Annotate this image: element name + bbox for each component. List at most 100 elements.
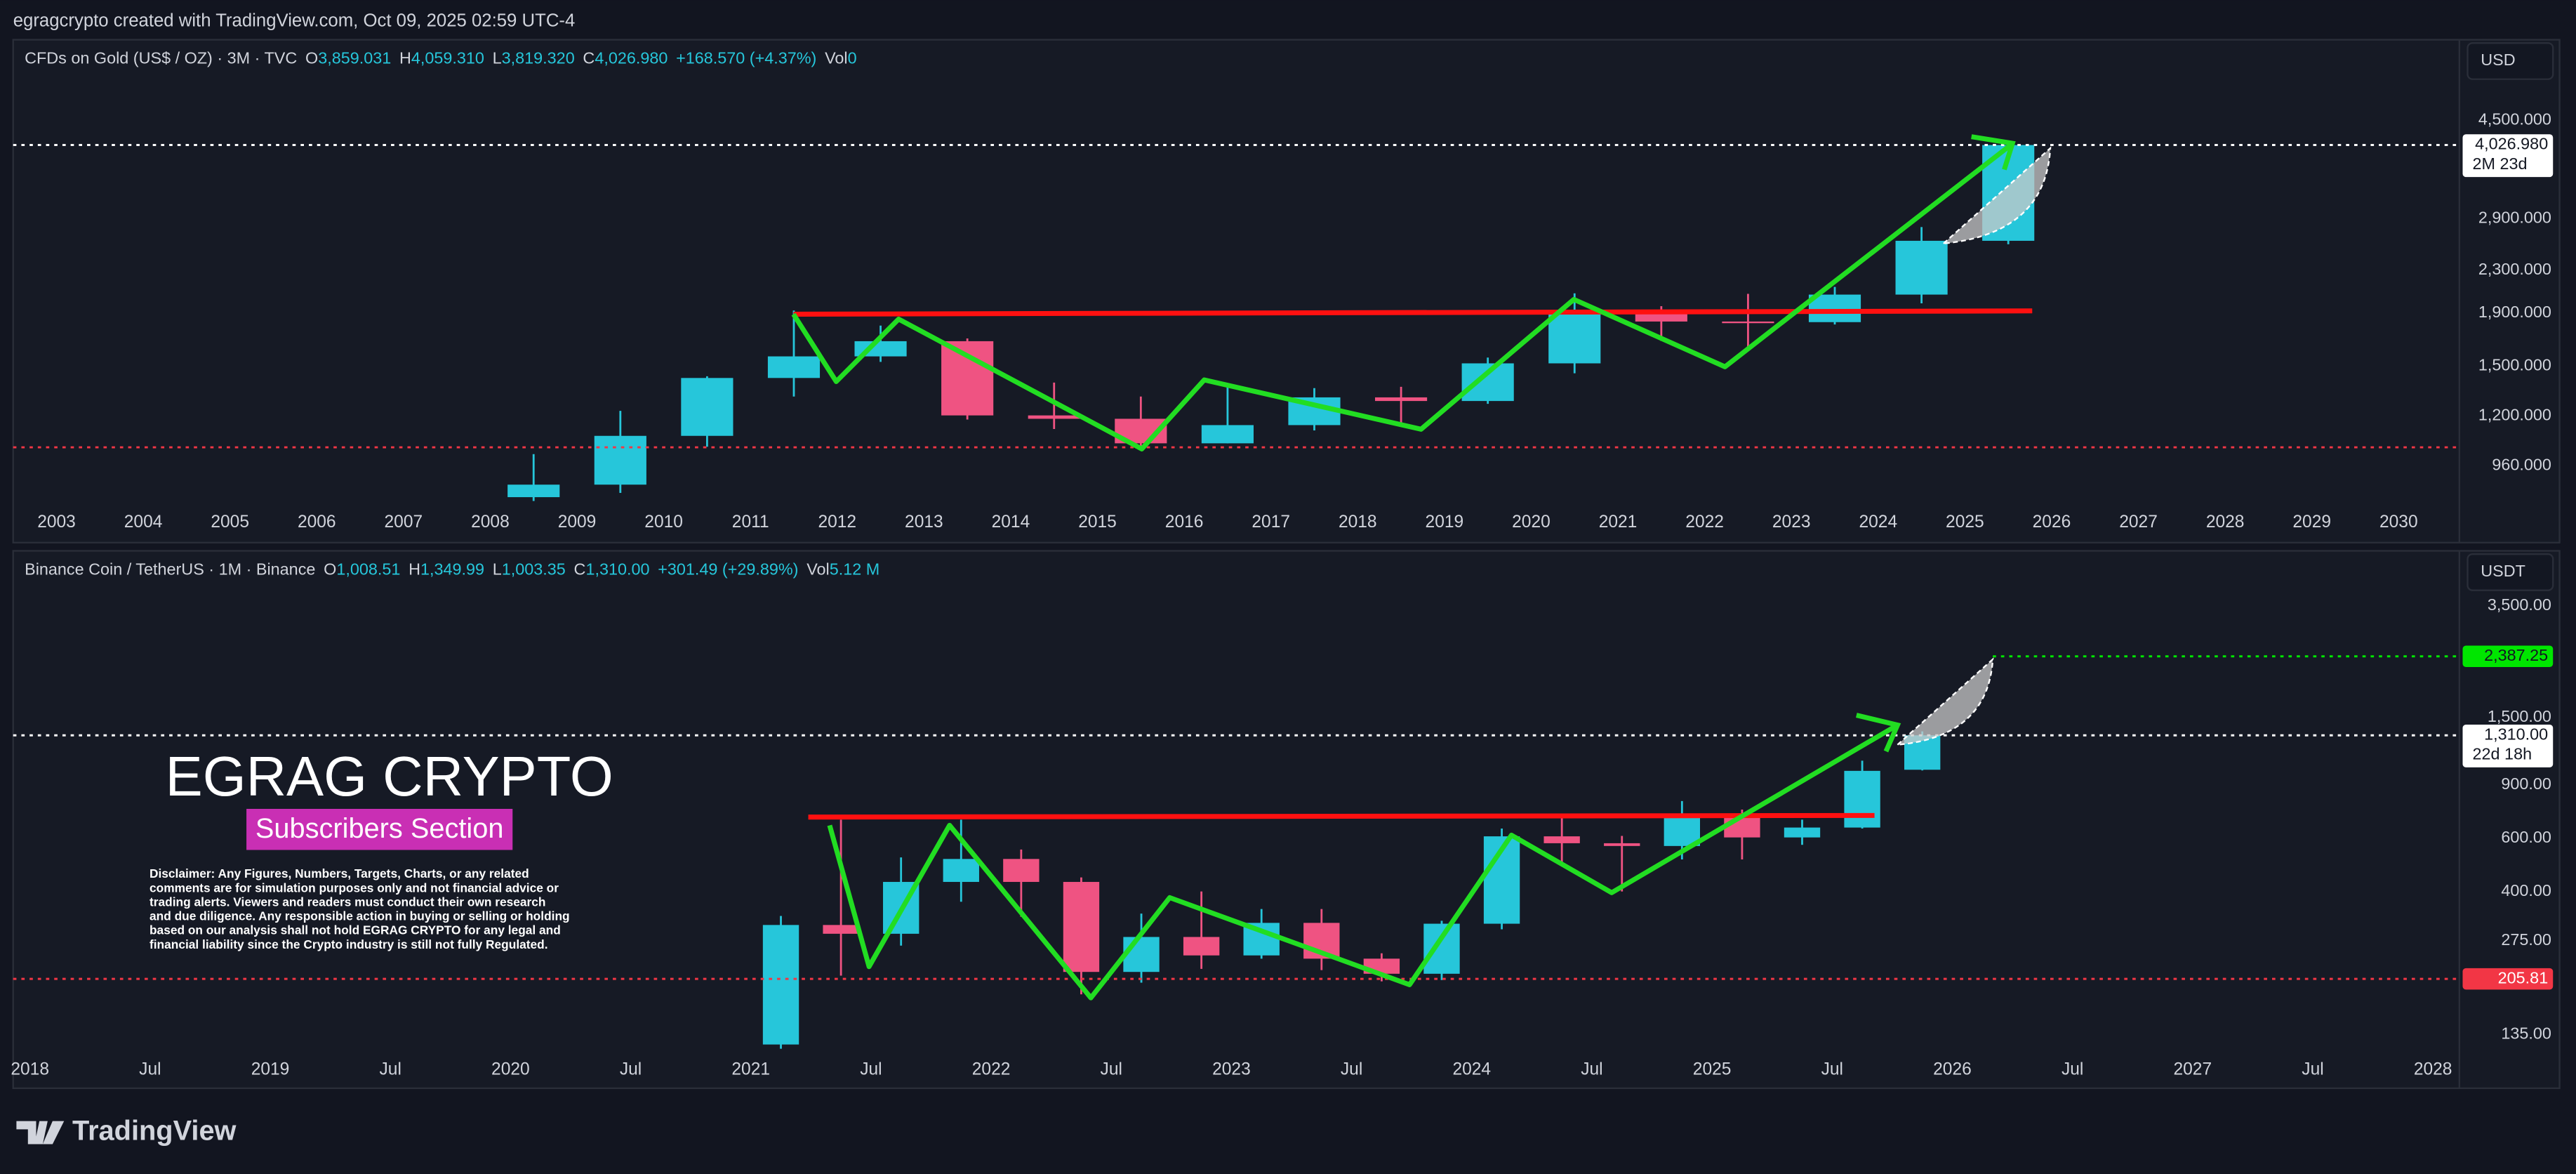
- disclaimer-line: trading alerts. Viewers and readers must…: [150, 895, 545, 909]
- countdown: 2M 23d: [2473, 154, 2528, 173]
- x-tick-label: 2018: [1339, 513, 1377, 532]
- x-tick-label: Jul: [380, 1060, 401, 1079]
- change: +168.570 (+4.37%): [676, 49, 816, 67]
- x-tick-label: 2026: [1933, 1060, 1972, 1079]
- ohlc-label: C: [574, 560, 586, 579]
- candle-body: [1028, 415, 1080, 419]
- disclaimer-line: comments are for simulation purposes onl…: [150, 880, 559, 895]
- ohlc-label: H: [409, 560, 420, 579]
- x-tick-label: 2020: [491, 1060, 530, 1079]
- x-tick-label: 2013: [905, 513, 943, 532]
- x-tick-label: Jul: [139, 1060, 161, 1079]
- zigzag: [827, 723, 1899, 1001]
- x-tick-label: 2019: [251, 1060, 290, 1079]
- x-tick-label: 2027: [2119, 513, 2158, 532]
- y-tick-label: 400.00: [2501, 881, 2551, 899]
- volume-label: Vol: [806, 560, 830, 579]
- x-tick-label: 2018: [11, 1060, 49, 1079]
- currency: USD: [2481, 51, 2515, 69]
- countdown: 22d 18h: [2473, 745, 2532, 763]
- logo: [16, 1121, 65, 1145]
- x-tick-label: 2006: [298, 513, 336, 532]
- header-title: egragcrypto created with TradingView.com…: [13, 11, 576, 31]
- x-tick-label: 2019: [1426, 513, 1464, 532]
- marks: [13, 143, 2459, 1049]
- brand: TradingView: [72, 1116, 237, 1147]
- candle-body: [943, 859, 979, 883]
- x-tick-label: 2011: [732, 513, 769, 532]
- x-tick-label: 2009: [558, 513, 597, 532]
- drawings: [13, 134, 2459, 1001]
- price-label: 4,026.980: [2475, 135, 2548, 153]
- resistance-line: [793, 308, 2033, 317]
- ohlc-value: 3,859.031: [318, 49, 391, 67]
- y-tick-label: 3,500.00: [2488, 595, 2551, 614]
- x-tick-label: 2028: [2206, 513, 2245, 532]
- currency: USDT: [2481, 562, 2525, 580]
- candle-body: [1461, 363, 1514, 402]
- candle-body: [507, 484, 560, 498]
- y-tick-label: 4,500.000: [2478, 110, 2551, 128]
- y-tick-label: 960.000: [2492, 455, 2551, 473]
- price-label: 1,310.00: [2484, 725, 2548, 743]
- candle-body: [1123, 937, 1160, 972]
- legend: Binance Coin / TetherUS · 1M · Binance O1…: [25, 560, 879, 579]
- price-label-box: [2462, 968, 2554, 990]
- ohlc-label: H: [399, 49, 411, 67]
- x-tick-label: 2017: [1252, 513, 1290, 532]
- price-label-box: [2462, 725, 2554, 767]
- legend: CFDs on Gold (US$ / OZ) · 3M · TVC O3,859…: [25, 49, 857, 67]
- x-tick-label: Jul: [620, 1060, 642, 1079]
- price-label: 205.81: [2498, 968, 2549, 987]
- candle-body: [762, 925, 799, 1045]
- price-label-box: [2462, 645, 2554, 667]
- x-tick-label: 2022: [1685, 513, 1724, 532]
- volume-label: Vol: [825, 49, 848, 67]
- x-tick-label: 2014: [992, 513, 1030, 532]
- disclaimer: Disclaimer: Any Figures, Numbers, Target…: [150, 866, 570, 951]
- x-tick-label: 2025: [1946, 513, 1984, 532]
- candle-body: [767, 356, 821, 378]
- candle-body: [941, 341, 994, 416]
- x-tick-label: Jul: [1101, 1060, 1122, 1079]
- disclaimer-line: financial liability since the Crypto ind…: [150, 937, 548, 951]
- x-tick-label: 2021: [1599, 513, 1638, 532]
- x-tick-label: 2024: [1859, 513, 1897, 532]
- candle-body: [1664, 817, 1701, 846]
- x-tick-label: Jul: [1341, 1060, 1362, 1079]
- candle-body: [1548, 313, 1601, 364]
- currency-button: [2467, 42, 2554, 80]
- price-label: 2,387.25: [2484, 646, 2548, 664]
- overlay-title: EGRAG CRYPTO: [166, 745, 613, 807]
- x-tick-label: 2012: [818, 513, 856, 532]
- x-tick-label: 2027: [2173, 1060, 2212, 1079]
- x-tick-label: 2023: [1772, 513, 1811, 532]
- y-tick-label: 135.00: [2501, 1024, 2551, 1042]
- candle-body: [1201, 425, 1254, 444]
- candle-body: [1844, 770, 1880, 828]
- candle-body: [1722, 321, 1774, 324]
- candle-body: [1183, 937, 1220, 956]
- disclaimer-line: and due diligence. Any responsible actio…: [150, 909, 570, 923]
- ohlc-value: 1,310.00: [585, 560, 649, 579]
- candle-body: [1895, 240, 1948, 295]
- x-tick-label: 2024: [1452, 1060, 1491, 1079]
- ohlc-label: L: [493, 560, 502, 579]
- x-tick-label: 2028: [2414, 1060, 2452, 1079]
- x-tick-label: 2020: [1512, 513, 1551, 532]
- ohlc-value: 1,008.51: [336, 560, 400, 579]
- candle-body: [1808, 294, 1861, 322]
- y-tick-label: 600.00: [2501, 828, 2551, 846]
- arrow-head: [1971, 134, 2016, 171]
- x-tick-label: 2005: [211, 513, 249, 532]
- candle-body: [1635, 313, 1687, 322]
- candle-body: [1604, 843, 1640, 846]
- candle-body: [594, 435, 646, 485]
- candle-body: [1063, 882, 1100, 972]
- x-tick-label: 2004: [124, 513, 163, 532]
- x-tick-label: Jul: [2302, 1060, 2323, 1079]
- x-tick-label: 2008: [471, 513, 510, 532]
- ohlc-label: L: [493, 49, 502, 67]
- y-tick-label: 1,200.000: [2478, 405, 2551, 423]
